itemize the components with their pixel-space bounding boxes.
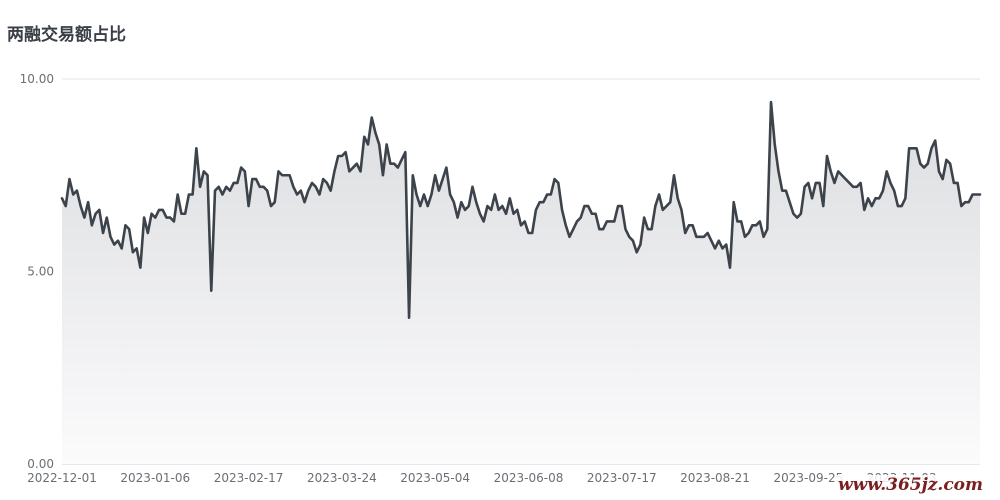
x-tick-label: 2023-03-24 <box>307 471 377 485</box>
x-tick-label: 2023-02-17 <box>214 471 284 485</box>
x-tick-label: 2023-08-21 <box>680 471 750 485</box>
series-area <box>62 102 980 464</box>
x-tick-label: 2023-07-17 <box>587 471 657 485</box>
x-tick-label: 2023-09-25 <box>773 471 843 485</box>
x-tick-label: 2023-05-04 <box>400 471 470 485</box>
x-tick-label: 2023-06-08 <box>494 471 564 485</box>
y-tick-label: 0.00 <box>27 457 54 471</box>
y-tick-label: 10.00 <box>20 72 54 86</box>
x-tick-label: 2023-01-06 <box>120 471 190 485</box>
series-line <box>60 100 982 319</box>
watermark: www.365jz.com <box>835 475 986 495</box>
chart-title: 两融交易额占比 <box>7 25 126 45</box>
x-tick-label: 2022-12-01 <box>27 471 97 485</box>
y-tick-label: 5.00 <box>27 265 54 279</box>
